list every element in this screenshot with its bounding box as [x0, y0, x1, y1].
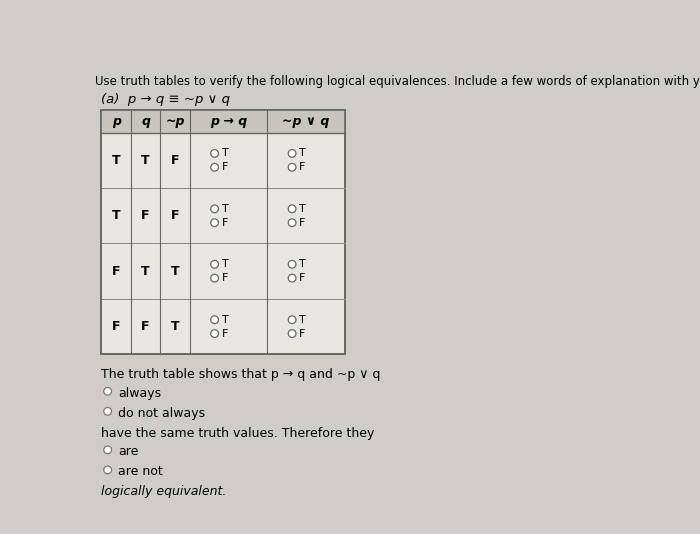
- Text: T: T: [171, 265, 179, 278]
- Text: q: q: [141, 115, 150, 128]
- Text: T: T: [299, 204, 306, 214]
- Text: F: F: [222, 162, 228, 172]
- Ellipse shape: [104, 407, 111, 415]
- Text: F: F: [222, 328, 228, 339]
- Text: are not: are not: [118, 465, 163, 478]
- Text: always: always: [118, 387, 162, 400]
- Text: T: T: [299, 315, 306, 325]
- Bar: [102, 109, 345, 355]
- Text: F: F: [299, 328, 305, 339]
- Text: p → q: p → q: [210, 115, 247, 128]
- Ellipse shape: [211, 205, 218, 213]
- Ellipse shape: [104, 388, 111, 395]
- Text: F: F: [222, 218, 228, 227]
- Ellipse shape: [288, 274, 296, 282]
- Text: F: F: [141, 320, 150, 333]
- Ellipse shape: [288, 329, 296, 337]
- Ellipse shape: [104, 466, 111, 474]
- Text: p: p: [112, 115, 120, 128]
- Text: T: T: [112, 209, 120, 222]
- Text: F: F: [171, 209, 179, 222]
- Text: T: T: [222, 204, 228, 214]
- Bar: [102, 109, 345, 355]
- Ellipse shape: [211, 163, 218, 171]
- Ellipse shape: [211, 329, 218, 337]
- Text: F: F: [299, 273, 305, 283]
- Ellipse shape: [288, 219, 296, 226]
- Text: Use truth tables to verify the following logical equivalences. Include a few wor: Use truth tables to verify the following…: [95, 75, 700, 88]
- Text: F: F: [299, 218, 305, 227]
- Text: do not always: do not always: [118, 407, 206, 420]
- Text: F: F: [171, 154, 179, 167]
- Text: T: T: [141, 265, 150, 278]
- Ellipse shape: [211, 316, 218, 324]
- Ellipse shape: [288, 261, 296, 268]
- Text: T: T: [299, 148, 306, 159]
- Text: F: F: [112, 320, 120, 333]
- Ellipse shape: [288, 150, 296, 157]
- Text: F: F: [112, 265, 120, 278]
- Text: ~p ∨ q: ~p ∨ q: [282, 115, 330, 128]
- Text: are: are: [118, 445, 139, 458]
- Ellipse shape: [211, 219, 218, 226]
- Text: T: T: [222, 315, 228, 325]
- Text: T: T: [141, 154, 150, 167]
- Text: (a)  p → q ≡ ~p ∨ q: (a) p → q ≡ ~p ∨ q: [102, 92, 230, 106]
- Ellipse shape: [104, 446, 111, 454]
- Ellipse shape: [288, 316, 296, 324]
- Text: logically equivalent.: logically equivalent.: [102, 485, 227, 498]
- Ellipse shape: [211, 261, 218, 268]
- Text: T: T: [299, 260, 306, 269]
- Text: T: T: [171, 320, 179, 333]
- Ellipse shape: [288, 205, 296, 213]
- Text: have the same truth values. Therefore they: have the same truth values. Therefore th…: [102, 427, 374, 440]
- Text: F: F: [299, 162, 305, 172]
- Ellipse shape: [211, 274, 218, 282]
- Text: T: T: [222, 260, 228, 269]
- Bar: [102, 109, 345, 132]
- Text: ~p: ~p: [165, 115, 185, 128]
- Ellipse shape: [211, 150, 218, 157]
- Text: T: T: [112, 154, 120, 167]
- Text: The truth table shows that p → q and ~p ∨ q: The truth table shows that p → q and ~p …: [102, 368, 381, 381]
- Text: F: F: [141, 209, 150, 222]
- Text: T: T: [222, 148, 228, 159]
- Text: F: F: [222, 273, 228, 283]
- Ellipse shape: [288, 163, 296, 171]
